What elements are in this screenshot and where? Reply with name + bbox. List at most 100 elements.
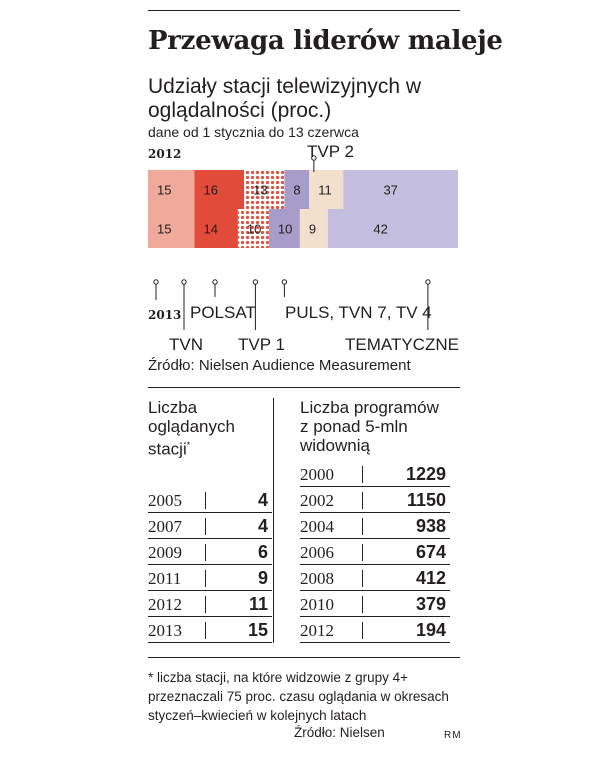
date-range: dane od 1 stycznia do 13 czerwca (148, 124, 359, 140)
year-label-2013: 2013 (148, 308, 181, 322)
series-label-tvp1: TVP 1 (238, 335, 285, 354)
table-source: Źródło: Nielsen (294, 725, 385, 740)
cell-separator (205, 544, 206, 561)
stations-year: 2011 (148, 569, 182, 588)
table-row: 2005 4 (148, 489, 272, 513)
bar-label-tematyczne-2013: 42 (373, 222, 387, 237)
programs-year: 2000 (300, 465, 334, 484)
table-row: 2000 1229 (300, 463, 450, 487)
series-label-tvn: TVN (169, 335, 203, 354)
chart-source: Źródło: Nielsen Audience Measurement (148, 357, 411, 374)
author-credit: RM (444, 730, 462, 741)
table-divider (273, 398, 274, 643)
programs-year: 2002 (300, 491, 334, 510)
bar-puls-2013 (268, 209, 300, 248)
leader-tvn-dot (181, 279, 187, 285)
series-label-polsat: POLSAT (190, 303, 256, 322)
programs-value: 412 (415, 568, 446, 588)
table-row: 2013 15 (148, 619, 272, 643)
series-label-tvp2: TVP 2 (307, 142, 354, 161)
bottom-rule (148, 657, 460, 658)
programs-year: 2012 (300, 621, 334, 640)
programs-year: 2006 (300, 543, 334, 562)
cell-separator (205, 518, 206, 535)
bar-label-polsat-2013: 14 (204, 222, 218, 237)
programs-year: 2008 (300, 569, 334, 588)
cell-separator (205, 492, 206, 509)
programs-value: 1229 (405, 464, 446, 484)
cell-separator (205, 622, 206, 639)
stations-value: 6 (257, 542, 268, 562)
top-rule (148, 10, 460, 11)
table-row: 2012 11 (148, 593, 272, 617)
footnote: * liczba stacji, na które widzowie z gru… (148, 670, 449, 723)
bar-label-tvn-2012: 15 (157, 183, 171, 198)
stations-year: 2012 (148, 595, 182, 614)
bar-polsat-2013 (194, 209, 238, 248)
bar-tvp2-2013 (299, 209, 328, 248)
bar-polsat-2012 (194, 170, 245, 209)
page-title: Przewaga liderów maleje (148, 26, 503, 56)
programs-value: 379 (415, 594, 446, 614)
cell-separator (362, 518, 363, 535)
cell-separator (205, 570, 206, 587)
bar-label-tvp1-2012: 13 (253, 183, 267, 198)
bar-tvn-2013 (148, 209, 195, 248)
middle-rule (148, 387, 460, 388)
cell-separator (362, 492, 363, 509)
stations-year: 2007 (148, 517, 182, 536)
bar-label-polsat-2012: 16 (204, 183, 218, 198)
table-row: 2007 4 (148, 515, 272, 539)
programs-year: 2004 (300, 517, 334, 536)
stations-value: 4 (257, 490, 268, 510)
bar-puls-2012 (284, 170, 310, 209)
bar-label-puls-2012: 8 (293, 183, 300, 198)
bar-tvp1-2013 (237, 209, 269, 248)
series-label-puls: PULS, TVN 7, TV 4 (285, 303, 432, 322)
leader-2013-dot (153, 279, 159, 285)
programs-value: 1150 (406, 490, 446, 510)
cell-separator (362, 466, 363, 483)
leader-tvp1-dot (252, 279, 259, 285)
table-row: 2009 6 (148, 541, 272, 565)
bar-label-puls-2013: 10 (278, 222, 292, 237)
cell-separator (362, 622, 363, 639)
bar-label-tvp2-2012: 11 (318, 183, 332, 198)
footnote-mark: * (186, 440, 191, 450)
table-row: 2010 379 (300, 593, 450, 617)
stations-year: 2013 (148, 621, 182, 640)
bar-tematyczne-2012 (343, 170, 458, 209)
leader-puls-dot (281, 279, 288, 285)
stations-value: 9 (257, 568, 268, 588)
year-label-2012: 2012 (148, 147, 181, 161)
table-row: 2008 412 (300, 567, 450, 591)
table-row: 2006 674 (300, 541, 450, 565)
bar-tvp1-2012 (244, 170, 285, 209)
stations-value: 11 (248, 594, 268, 614)
bar-tematyczne-2013 (327, 209, 458, 248)
leader-tvp2-dot (311, 155, 317, 161)
table-row: 2012 194 (300, 619, 450, 643)
programs-value: 674 (415, 542, 446, 562)
bar-label-tvp1-2013: 10 (247, 222, 261, 237)
bar-label-tematyczne-2012: 37 (383, 183, 397, 198)
stations-year: 2009 (148, 543, 182, 562)
chart-subtitle: Udziały stacji telewizyjnych w oglądalno… (148, 75, 422, 122)
table-row: 2002 1150 (300, 489, 450, 513)
programs-value: 938 (415, 516, 446, 536)
stations-value: 4 (257, 516, 268, 536)
table-row: 2011 9 (148, 567, 272, 591)
stations-header: Liczba oglądanych stacji* (148, 398, 235, 459)
series-label-tematyczne: TEMATYCZNE (345, 335, 459, 354)
cell-separator (205, 596, 206, 613)
cell-separator (362, 596, 363, 613)
programs-header: Liczba programów z ponad 5-mln widownią (300, 398, 439, 455)
bar-label-tvn-2013: 15 (157, 222, 171, 237)
leader-polsat-dot (212, 279, 218, 285)
stations-year: 2005 (148, 491, 182, 510)
programs-value: 194 (415, 620, 446, 640)
stations-value: 15 (247, 620, 268, 640)
table-row: 2004 938 (300, 515, 450, 539)
cell-separator (362, 544, 363, 561)
programs-year: 2010 (300, 595, 334, 614)
